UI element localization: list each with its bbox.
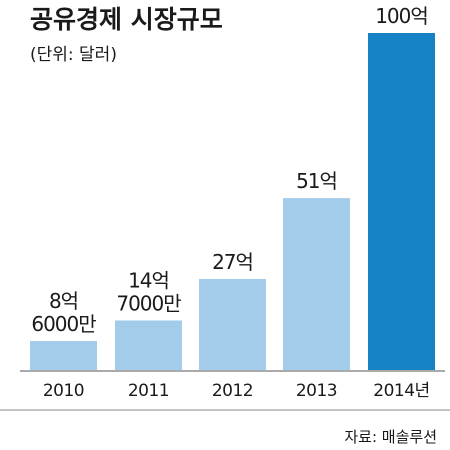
data-label-2-0: 27억 <box>212 250 253 274</box>
chart-title: 공유경제 시장규모 <box>30 5 223 34</box>
bar-3 <box>283 198 350 370</box>
x-tick-3: 2013 <box>296 381 337 401</box>
bar-0 <box>30 341 97 370</box>
chart-subtitle: (단위: 달러) <box>30 45 117 65</box>
data-label-0-1: 6000만 <box>31 312 96 336</box>
data-label-1-1: 7000만 <box>116 291 181 315</box>
data-label-3-0: 51억 <box>296 169 337 193</box>
x-tick-4: 2014년 <box>373 381 429 401</box>
x-tick-labels: 2010 2011 2012 2013 2014년 <box>43 381 430 401</box>
bar-2 <box>199 279 266 370</box>
source-note: 자료: 매솔루션 <box>344 428 437 446</box>
data-label-4-0: 100억 <box>375 4 428 28</box>
x-tick-1: 2011 <box>128 381 169 401</box>
bar-4 <box>368 33 435 370</box>
x-tick-2: 2012 <box>212 381 253 401</box>
x-tick-0: 2010 <box>43 381 84 401</box>
data-label-0-0: 8억 <box>49 289 78 313</box>
bar-1 <box>115 320 182 370</box>
data-label-1-0: 14억 <box>128 268 169 292</box>
